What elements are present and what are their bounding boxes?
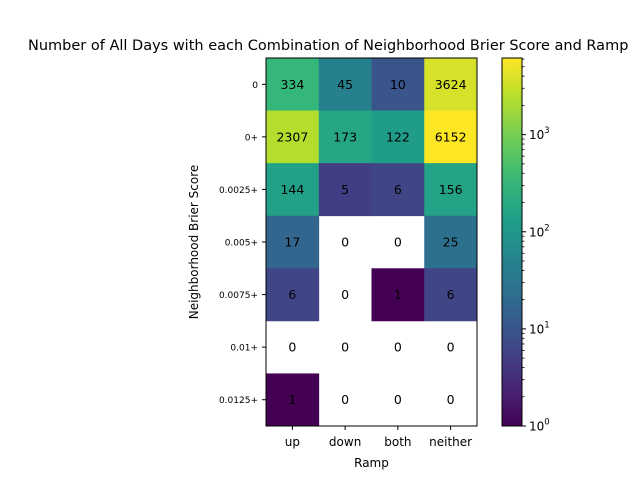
x-tick-label: down: [329, 435, 361, 449]
y-tick-label: 0.0125+: [219, 396, 258, 406]
cell-value-label: 0: [341, 235, 349, 250]
y-tick-label: 0+: [245, 133, 258, 143]
colorbar-tick-label: 101: [529, 320, 550, 336]
cell-value-label: 0: [288, 340, 296, 355]
y-tick-label: 0: [252, 81, 258, 91]
heatmap-cell: [424, 215, 478, 269]
colorbar: [501, 57, 523, 427]
y-axis-label: Neighborhood Brier Score: [187, 165, 201, 320]
cell-value-label: 6152: [435, 129, 467, 144]
heatmap-cell: [424, 163, 478, 217]
x-tick-label: neither: [429, 435, 472, 449]
y-axis-ticks: 0 0+ 0.0025+ 0.005+ 0.0075+ 0.01+ 0.0125+: [219, 81, 266, 406]
cell-value-label: 45: [337, 77, 353, 92]
heatmap-cell: [318, 110, 372, 164]
cell-value-label: 25: [443, 235, 459, 250]
cell-value-label: 0: [341, 340, 349, 355]
x-tick-label: up: [285, 435, 300, 449]
cell-value-label: 0: [394, 392, 402, 407]
heatmap-cell: [266, 110, 320, 164]
cell-value-label: 122: [386, 129, 410, 144]
cell-value-label: 1: [394, 287, 402, 302]
cell-value-label: 10: [390, 77, 406, 92]
cell-value-label: 0: [394, 340, 402, 355]
cell-value-label: 17: [284, 235, 300, 250]
colorbar-tick-label: 103: [529, 126, 550, 142]
cell-value-label: 156: [439, 182, 463, 197]
cell-value-label: 6: [288, 287, 296, 302]
cell-value-label: 6: [394, 182, 402, 197]
x-tick-label: both: [384, 435, 411, 449]
heatmap-cell: [266, 163, 320, 217]
cell-value-label: 144: [280, 182, 304, 197]
cell-value-label: 0: [447, 392, 455, 407]
x-axis-label: Ramp: [354, 456, 389, 470]
heatmap-cell: [318, 58, 372, 111]
cell-value-label: 0: [447, 340, 455, 355]
cell-value-label: 3624: [435, 77, 467, 92]
y-tick-label: 0.01+: [230, 344, 258, 354]
cell-value-label: 5: [341, 182, 349, 197]
heatmap-cell: [266, 215, 320, 269]
heatmap-cell: [318, 163, 372, 217]
y-tick-label: 0.005+: [225, 239, 258, 249]
colorbar-tick-label: 102: [529, 223, 550, 239]
heatmap-cell: [371, 58, 425, 111]
heatmap-cell: [424, 268, 478, 322]
cell-value-label: 0: [341, 392, 349, 407]
heatmap-cell: [266, 58, 320, 111]
heatmap-cell: [266, 268, 320, 322]
heatmap-cell: [371, 163, 425, 217]
cell-value-label: 334: [280, 77, 304, 92]
cell-value-label: 0: [341, 287, 349, 302]
heatmap-cell: [424, 58, 478, 111]
colorbar-ticks: 100 101 102 103: [522, 58, 550, 434]
chart-title: Number of All Days with each Combination…: [28, 38, 628, 54]
heatmap-cell: [371, 110, 425, 164]
y-tick-label: 0.0075+: [219, 291, 258, 301]
cell-value-label: 2307: [276, 129, 308, 144]
cell-value-label: 173: [333, 129, 357, 144]
colorbar-tick-label: 100: [529, 418, 550, 434]
heatmap-cell: [424, 110, 478, 164]
heatmap-cell: [266, 373, 320, 427]
heatmap-cell: [371, 268, 425, 322]
cell-value-label: 1: [288, 392, 296, 407]
y-tick-label: 0.0025+: [219, 186, 258, 196]
cell-value-label: 0: [394, 235, 402, 250]
cell-value-label: 6: [447, 287, 455, 302]
x-axis-ticks: up down both neither: [285, 426, 472, 449]
